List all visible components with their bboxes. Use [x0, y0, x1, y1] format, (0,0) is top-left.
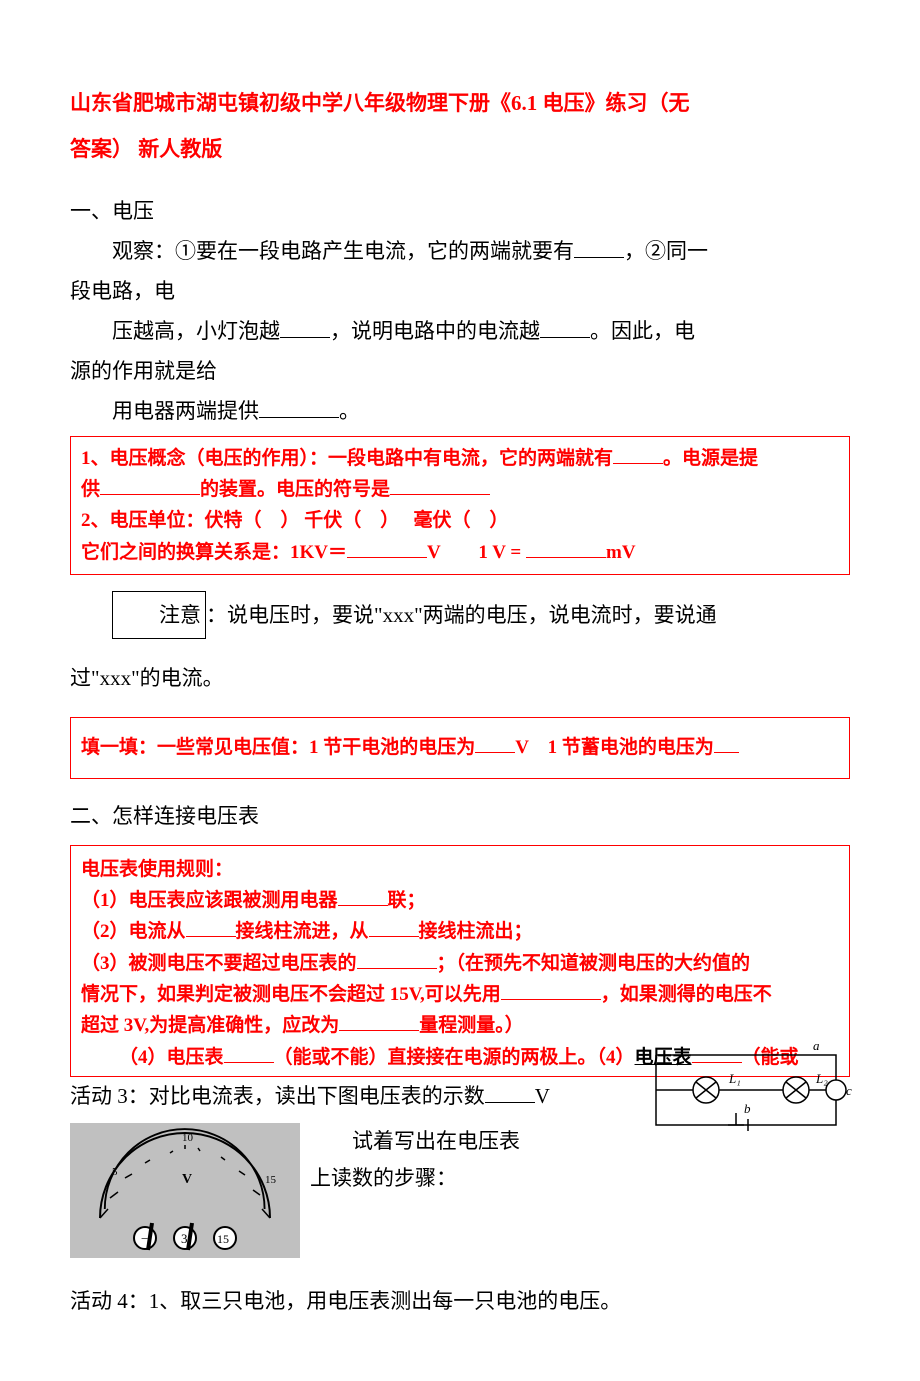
box-text: （4）电压表 [119, 1047, 224, 1068]
note-line-1: 注意：说电压时，要说"xxx"两端的电压，说电流时，要说通 [70, 591, 850, 639]
section-1-para3: 压越高，小灯泡越 ，说明电路中的电流越 。因此，电 [70, 312, 850, 352]
blank-field[interactable] [390, 476, 490, 495]
blank-field[interactable] [574, 237, 624, 258]
box-text: 供 [81, 479, 100, 500]
activity-3-right: 试着写出在电压表 上读数的步骤： [310, 1123, 850, 1199]
box-text: 1、电压概念（电压的作用）：一段电路中有电流，它的两端就有 [81, 448, 613, 469]
blank-field[interactable] [357, 950, 437, 969]
section-1-para4: 源的作用就是给 [70, 352, 850, 392]
para-text: 压越高，小灯泡越 [112, 319, 280, 343]
title-line-1: 山东省肥城市湖屯镇初级中学八年级物理下册《6.1 电压》练习（无 [70, 80, 850, 126]
para-text: 。因此，电 [590, 319, 695, 343]
box-text: 的装置。电压的符号是 [200, 479, 390, 500]
note-text: ：说电压时，要说"xxx"两端的电压，说电流时，要说通 [206, 603, 717, 627]
box-text: V 1 V = [427, 542, 521, 563]
para-text: 观察：①要在一段电路产生电流，它的两端就要有 [112, 239, 574, 263]
terminal-3: 3 [181, 1231, 188, 1246]
box-text: mV [606, 542, 636, 563]
concept-box-1: 1、电压概念（电压的作用）：一段电路中有电流，它的两端就有 。电源是提 供 的装置。… [70, 436, 850, 575]
box-line: 1、电压概念（电压的作用）：一段电路中有电流，它的两端就有 。电源是提 [81, 443, 839, 474]
section-1-para2: 段电路，电 [70, 272, 850, 312]
para-text: ，②同一 [624, 239, 708, 263]
note-boxed-label: 注意 [112, 591, 206, 639]
blank-field[interactable] [526, 539, 606, 558]
box-line: 2、电压单位：伏特（ ） 千伏（ ） 毫伏（ ） [81, 505, 839, 536]
voltmeter-scale: 15 [265, 1174, 277, 1186]
para-text: 活动 3：对比电流表，读出下图电压表的示数 [70, 1084, 485, 1108]
blank-field[interactable] [259, 397, 339, 418]
box-text: 填一填：一些常见电压值：1 节干电池的电压为 [81, 737, 475, 758]
box-text: （3）被测电压不要超过电压表的 [81, 953, 357, 974]
box-text: （2）电流从 [81, 921, 186, 942]
box-text: ；（在预先不知道被测电压的大约值的 [437, 953, 751, 974]
box-text: 情况下，如果判定被测电压不会超过 15V,可以先用 [81, 984, 501, 1005]
activity-3-text3: 上读数的步骤： [310, 1160, 850, 1198]
blank-field[interactable] [714, 734, 739, 753]
terminal-15: 15 [217, 1232, 229, 1246]
voltmeter-scale: 10 [182, 1132, 194, 1144]
blank-field[interactable] [280, 317, 330, 338]
circuit-label-c: c [846, 1083, 852, 1098]
box-text: 接线柱流出； [419, 921, 533, 942]
activity-3-text2: 试着写出在电压表 [310, 1123, 850, 1161]
voltmeter-scale: 5 [112, 1166, 118, 1178]
box-text: 它们之间的换算关系是：1KV＝ [81, 542, 347, 563]
blank-field[interactable] [540, 317, 590, 338]
blank-field[interactable] [501, 981, 601, 1000]
box-line: 它们之间的换算关系是：1KV＝ V 1 V = mV [81, 537, 839, 568]
box-line: 电压表使用规则： [81, 854, 839, 885]
blank-field[interactable] [338, 887, 388, 906]
box-line: （3）被测电压不要超过电压表的 ；（在预先不知道被测电压的大约值的 [81, 948, 839, 979]
circuit-label-a: a [813, 1038, 820, 1053]
para-text: V [535, 1084, 550, 1108]
para-text: 。 [339, 399, 360, 423]
box-text: 接线柱流进，从 [236, 921, 369, 942]
para-text: ，说明电路中的电流越 [330, 319, 540, 343]
note-line-2: 过"xxx"的电流。 [70, 655, 850, 701]
voltmeter-image: V 10 5 15 − 3 15 [70, 1123, 300, 1258]
para-text: 用电器两端提供 [112, 399, 259, 423]
box-line: （1）电压表应该跟被测用电器 联； [81, 885, 839, 916]
box-text: 联； [388, 890, 426, 911]
blank-field[interactable] [613, 445, 663, 464]
box-line: 情况下，如果判定被测电压不会超过 15V,可以先用 ，如果测得的电压不 [81, 979, 839, 1010]
blank-field[interactable] [369, 918, 419, 937]
document-title: 山东省肥城市湖屯镇初级中学八年级物理下册《6.1 电压》练习（无 答案） 新人教… [70, 80, 850, 172]
title-line-2: 答案） 新人教版 [70, 126, 850, 172]
box-line: 供 的装置。电压的符号是 [81, 474, 839, 505]
box-text: （能或不能）直接接在电源的两极上。（4） [274, 1047, 635, 1068]
box-text: 。电源是提 [663, 448, 758, 469]
activity-3-row: V 10 5 15 − 3 15 试着写出在电压表 上读数的步骤 [70, 1123, 850, 1258]
voltmeter-v-label: V [182, 1172, 192, 1187]
blank-field[interactable] [339, 1012, 419, 1031]
circuit-label-L2: L₂ [815, 1071, 828, 1086]
blank-field[interactable] [224, 1044, 274, 1063]
blank-field[interactable] [100, 476, 200, 495]
section-1-para5: 用电器两端提供 。 [70, 392, 850, 432]
box-text: V 1 节蓄电池的电压为 [515, 737, 714, 758]
box-text: 量程测量。） [419, 1015, 524, 1036]
box-line: （2）电流从 接线柱流进，从 接线柱流出； [81, 916, 839, 947]
section-1-para1: 观察：①要在一段电路产生电流，它的两端就要有 ，②同一 [70, 232, 850, 272]
circuit-label-b: b [744, 1101, 751, 1116]
box-text: ，如果测得的电压不 [601, 984, 772, 1005]
circuit-label-L1: L₁ [728, 1071, 741, 1086]
box-text: （1）电压表应该跟被测用电器 [81, 890, 338, 911]
box-text: 超过 3V,为提高准确性，应改为 [81, 1015, 339, 1036]
blank-field[interactable] [475, 734, 515, 753]
fill-box: 填一填：一些常见电压值：1 节干电池的电压为 V 1 节蓄电池的电压为 [70, 717, 850, 778]
section-2-heading: 二、怎样连接电压表 [70, 797, 850, 837]
blank-field[interactable] [485, 1082, 535, 1103]
section-1-heading: 一、电压 [70, 192, 850, 232]
blank-field[interactable] [347, 539, 427, 558]
blank-field[interactable] [186, 918, 236, 937]
